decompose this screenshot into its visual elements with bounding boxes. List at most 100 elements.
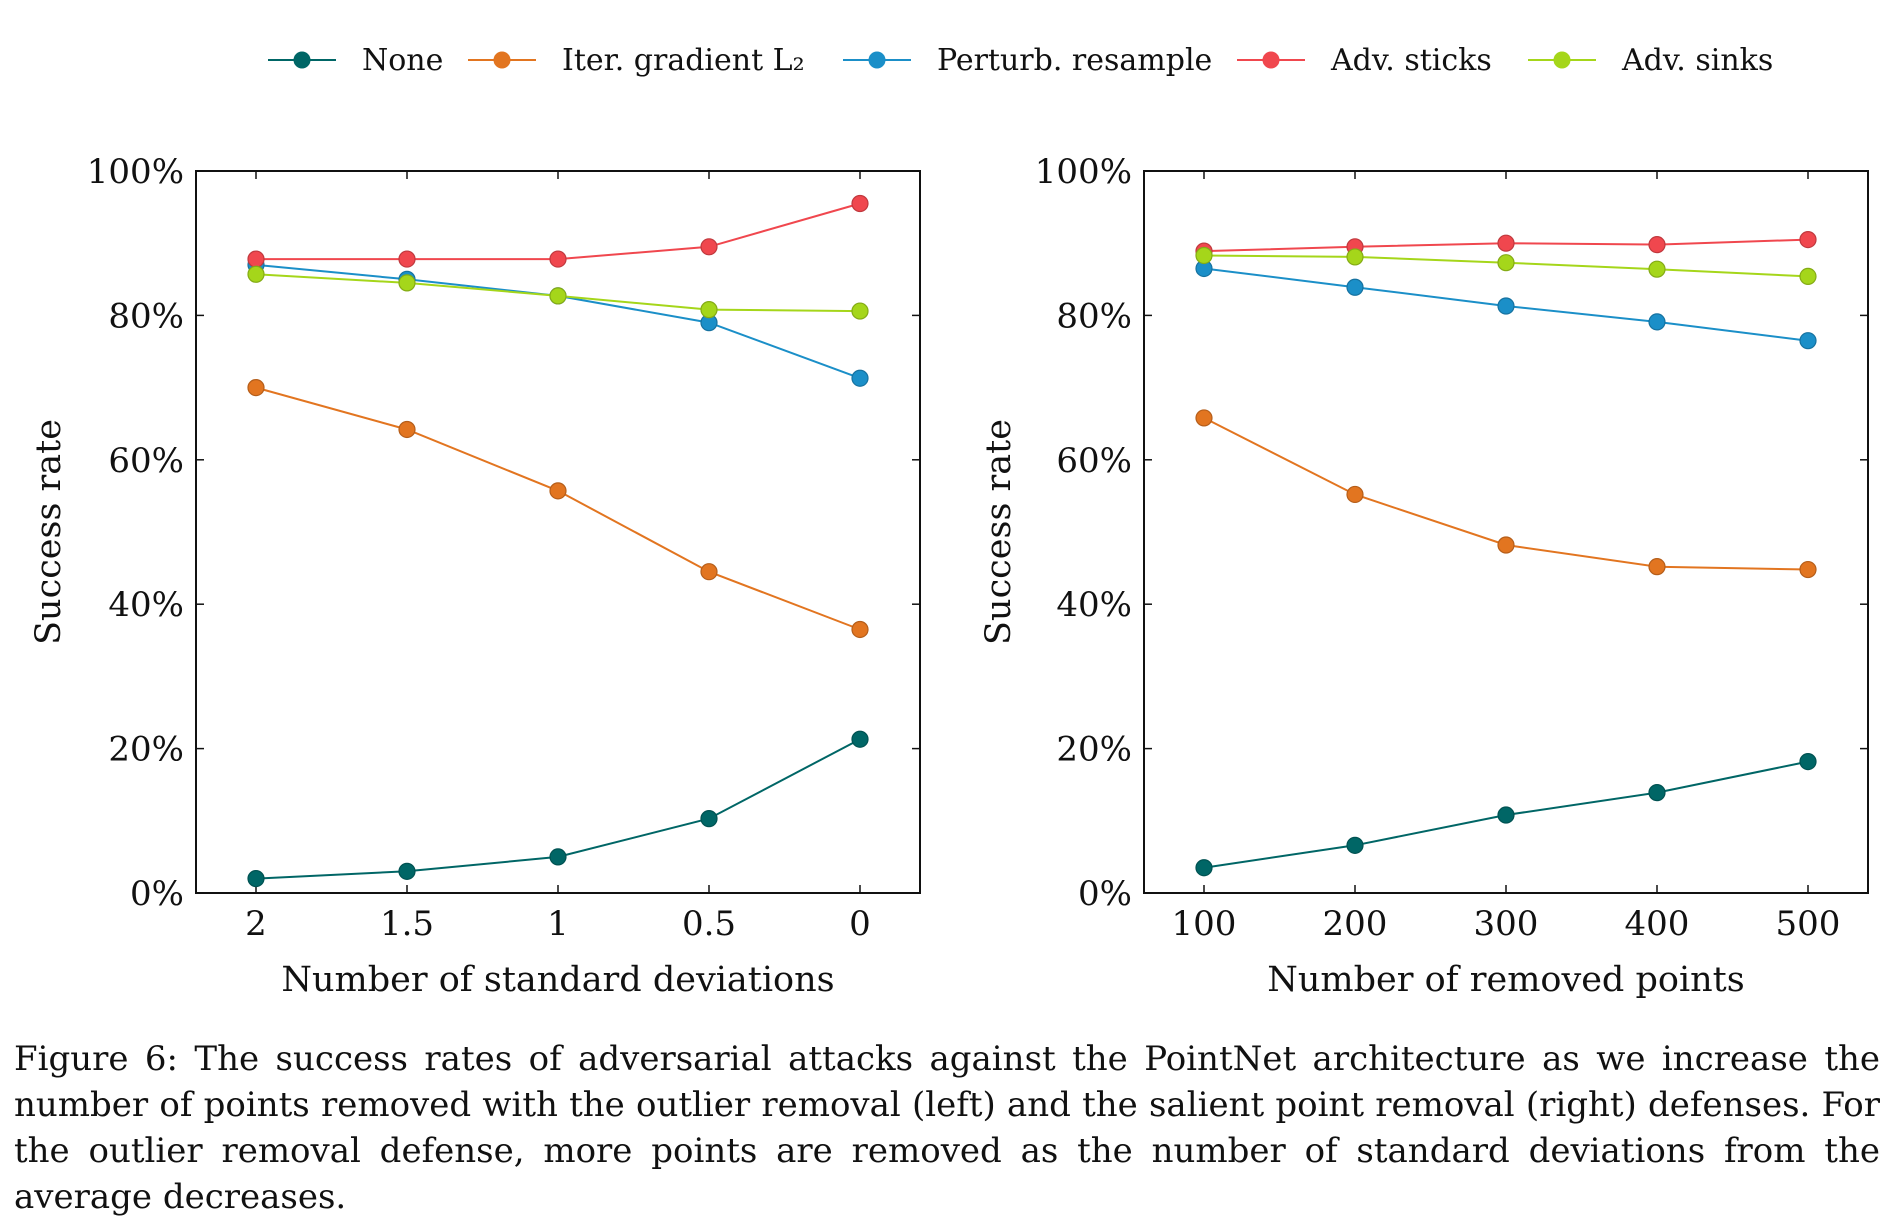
data-point (851, 620, 869, 639)
y-tick-label: 100% (87, 152, 184, 192)
legend-label: Adv. sinks (1621, 43, 1773, 78)
legend-label: Perturb. resample (937, 43, 1212, 78)
x-tick-label: 0.5 (682, 904, 736, 944)
left-chart: 2 1.5 1 0.5 0 0% 20% 40% 60% 80% 100% Number of sta… (29, 152, 921, 1000)
data-point (1799, 230, 1817, 249)
data-point (1648, 313, 1666, 331)
data-point (1346, 248, 1364, 266)
data-point (1346, 836, 1364, 854)
data-point (1195, 246, 1213, 265)
legend-marker (1262, 51, 1280, 69)
data-point (1799, 752, 1817, 771)
legend-label: None (362, 43, 443, 78)
data-point (700, 563, 718, 581)
data-point (1799, 267, 1817, 286)
data-point (700, 301, 718, 319)
data-point (1648, 558, 1666, 576)
y-tick-label: 20% (108, 730, 184, 770)
y-tick-label: 40% (1056, 585, 1132, 625)
x-tick-label: 300 (1474, 904, 1539, 944)
legend-label: Adv. sticks (1330, 43, 1492, 78)
data-point (247, 379, 265, 397)
y-tick-label: 60% (1056, 441, 1132, 481)
legend-entry-iter-gradient-l: Iter. gradient L₂ (468, 43, 805, 78)
data-point (549, 250, 567, 268)
legend-entry-none: None (268, 43, 443, 78)
data-point (549, 848, 567, 866)
series-none (1195, 752, 1817, 877)
data-point (247, 250, 265, 268)
data-point (1497, 234, 1515, 252)
series-perturb-resample (1195, 259, 1817, 350)
x-tick-label: 0 (849, 904, 871, 944)
data-point (549, 482, 567, 500)
data-point (1648, 784, 1666, 802)
legend-entry-perturb-resample: Perturb. resample (843, 43, 1212, 78)
y-tick-label: 20% (1056, 730, 1132, 770)
legend-entry-adv-sinks: Adv. sinks (1528, 43, 1773, 78)
data-point (247, 869, 265, 888)
data-point (1346, 278, 1364, 296)
series-iter-gradient-l (1195, 409, 1817, 579)
x-axis-label: Number of removed points (1267, 960, 1744, 1000)
y-tick-label: 80% (1056, 296, 1132, 336)
data-point (398, 420, 416, 439)
legend-entry-adv-sticks: Adv. sticks (1237, 43, 1492, 78)
y-tick-label: 100% (1035, 152, 1132, 192)
figure-caption: Figure 6: The success rates of adversari… (14, 1039, 1880, 1217)
plot-frame (1143, 170, 1869, 894)
data-point (851, 194, 869, 213)
legend-marker (293, 51, 311, 69)
x-axis-label: Number of standard deviations (281, 960, 834, 1000)
data-point (700, 238, 718, 256)
x-tick-label: 2 (245, 904, 267, 944)
x-tick-label: 100 (1172, 904, 1237, 944)
legend: None Iter. gradient L₂ Perturb. resample Ad… (268, 43, 1773, 78)
data-point (1195, 409, 1213, 427)
x-tick-label: 200 (1323, 904, 1388, 944)
data-point (851, 369, 869, 387)
data-point (1648, 236, 1666, 254)
data-point (549, 287, 567, 305)
series-adv-sticks (247, 194, 869, 268)
series-adv-sinks (247, 265, 869, 320)
x-tick-label: 1 (547, 904, 569, 944)
data-point (1497, 254, 1515, 272)
series-line (255, 386, 861, 631)
data-point (1195, 859, 1213, 877)
data-point (398, 250, 416, 268)
x-tick-label: 400 (1625, 904, 1690, 944)
data-point (247, 265, 265, 283)
data-point (1799, 332, 1817, 350)
data-point (1497, 297, 1515, 315)
y-axis-label: Success rate (29, 419, 69, 645)
series-iter-gradient-l (247, 379, 869, 639)
plot-frame (195, 170, 921, 894)
legend-marker (493, 51, 511, 69)
x-tick-label: 500 (1776, 904, 1841, 944)
data-point (398, 274, 416, 292)
data-point (1799, 560, 1817, 579)
series-line (255, 263, 861, 380)
y-tick-label: 80% (108, 296, 184, 336)
data-point (851, 730, 869, 748)
series-adv-sinks (1195, 246, 1817, 286)
y-tick-label: 60% (108, 441, 184, 481)
y-axis-label: Success rate (979, 419, 1019, 645)
data-point (398, 862, 416, 880)
legend-label: Iter. gradient L₂ (562, 43, 805, 78)
data-point (1346, 485, 1364, 504)
data-point (700, 810, 718, 828)
y-tick-label: 0% (130, 874, 184, 914)
series-none (247, 730, 869, 888)
legend-marker (868, 51, 886, 69)
data-point (1497, 806, 1515, 824)
data-point (1648, 260, 1666, 278)
x-tick-label: 1.5 (380, 904, 434, 944)
legend-marker (1553, 51, 1571, 69)
right-chart: 100 200 300 400 500 0% 20% 40% 60% 80% 100% Number … (979, 152, 1869, 1000)
data-point (1497, 536, 1515, 554)
data-point (851, 302, 869, 320)
y-tick-label: 40% (108, 585, 184, 625)
